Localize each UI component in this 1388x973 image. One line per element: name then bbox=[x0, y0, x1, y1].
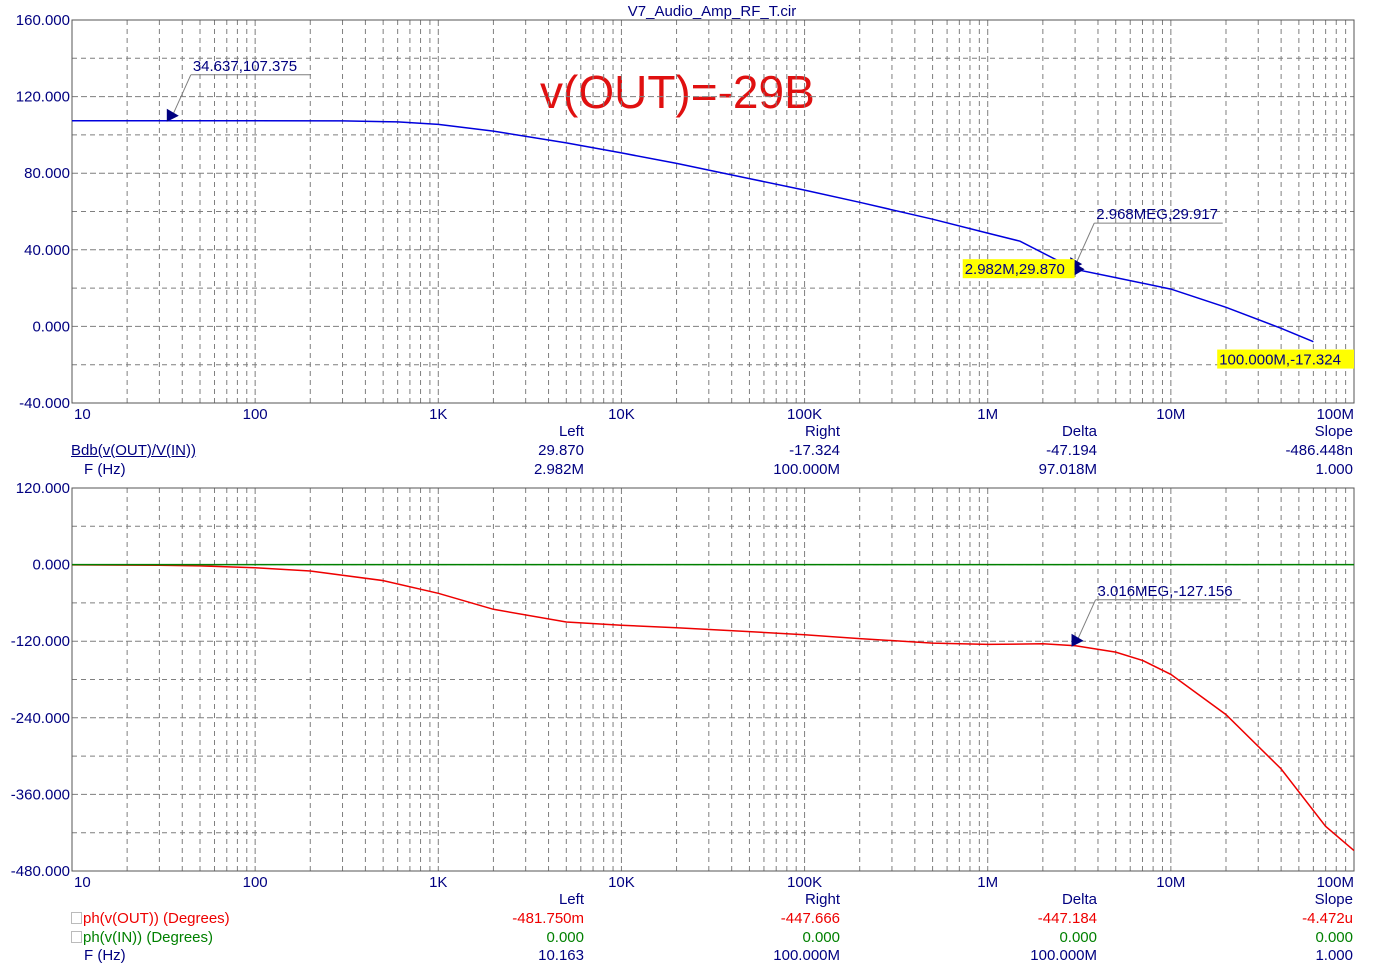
readout-bottom: Left Right Delta Slope ph(v(OUT)) (Degre… bbox=[0, 891, 1388, 969]
phase-x-tick-label: 10M bbox=[1156, 874, 1185, 891]
readout-bottom-phase-out-slope: -4.472u bbox=[1302, 910, 1353, 927]
phase-y-tick-label: -480.000 bbox=[11, 863, 70, 880]
readout-top-delta-header: Delta bbox=[1061, 423, 1097, 440]
phase-x-tick-label: 10 bbox=[74, 874, 91, 891]
gain-x-tick-label: 100K bbox=[787, 406, 822, 423]
readout-bottom-phase-in-left: 0.000 bbox=[546, 929, 584, 946]
readout-bottom-freq-right: 100.000M bbox=[773, 947, 840, 964]
gain-annotation-label: 34.637,107.375 bbox=[193, 58, 297, 75]
readout-top-freq-left: 2.982M bbox=[533, 461, 584, 478]
readout-bottom-row-phase-out-label[interactable]: ph(v(OUT)) (Degrees) bbox=[71, 910, 230, 927]
gain-cursor-readout: 2.982M,29.870 bbox=[965, 261, 1065, 278]
gain-y-tick-label: 40.000 bbox=[24, 242, 70, 259]
gain-y-tick-label: 0.000 bbox=[32, 318, 70, 335]
readout-top-gain-left: 29.870 bbox=[538, 442, 584, 459]
readout-bottom-left-header: Left bbox=[558, 891, 584, 908]
trace-checkbox-phase-out[interactable] bbox=[71, 912, 82, 924]
readout-top-freq-slope: 1.000 bbox=[1315, 461, 1353, 478]
phase-chart: 120.000 0.000 -120.000 -240.000 -360.000 -480… bbox=[11, 480, 1355, 891]
readout-top-gain-right: -17.324 bbox=[789, 442, 840, 459]
gain-y-tick-label: 120.000 bbox=[16, 89, 70, 106]
readout-bottom-row-freq-label: F (Hz) bbox=[84, 947, 126, 964]
readout-bottom-row-phase-in-label[interactable]: ph(v(IN)) (Degrees) bbox=[71, 929, 213, 946]
gain-chart: 160.000120.00080.00040.0000.000-40.00010… bbox=[16, 12, 1355, 423]
phase-y-tick-label: 120.000 bbox=[16, 480, 70, 497]
phase-x-tick-label: 1M bbox=[977, 874, 998, 891]
readout-top-gain-delta: -47.194 bbox=[1046, 442, 1097, 459]
chart-title: V7_Audio_Amp_RF_T.cir bbox=[628, 3, 796, 20]
readout-top: Left Right Delta Slope Bdb(v(OUT)/V(IN))… bbox=[0, 423, 1388, 481]
gain-y-tick-label: 160.000 bbox=[16, 12, 70, 29]
gain-x-tick-label: 1M bbox=[977, 406, 998, 423]
gain-x-tick-label: 10K bbox=[608, 406, 635, 423]
phase-y-tick-label: 0.000 bbox=[32, 557, 70, 574]
gain-x-tick-label: 100 bbox=[243, 406, 268, 423]
gain-y-tick-label: 80.000 bbox=[24, 165, 70, 182]
readout-bottom-phase-in-right: 0.000 bbox=[802, 929, 840, 946]
readout-bottom-phase-out-delta: -447.184 bbox=[1037, 910, 1097, 927]
readout-bottom-phase-out-left: -481.750m bbox=[512, 910, 584, 927]
readout-bottom-phase-out-right: -447.666 bbox=[780, 910, 840, 927]
readout-top-left-header: Left bbox=[558, 423, 584, 440]
gain-frame bbox=[71, 19, 1355, 404]
phase-y-tick-label: -240.000 bbox=[11, 710, 70, 727]
gain-x-tick-label: 100M bbox=[1316, 406, 1354, 423]
gain-annotation-marker bbox=[166, 108, 179, 122]
phase-x-tick-label: 100K bbox=[787, 874, 822, 891]
readout-top-freq-right: 100.000M bbox=[773, 461, 840, 478]
readout-phase-in-trace-name: ph(v(IN)) (Degrees) bbox=[83, 929, 214, 946]
gain-annotation-leader bbox=[1075, 222, 1095, 264]
readout-gain-prefix: B bbox=[71, 442, 82, 459]
readout-bottom-freq-delta: 100.000M bbox=[1030, 947, 1097, 964]
gain-annotation-leader bbox=[172, 74, 192, 115]
gain-x-tick-label: 1K bbox=[429, 406, 447, 423]
readout-top-slope-header: Slope bbox=[1314, 423, 1353, 440]
readout-bottom-phase-in-slope: 0.000 bbox=[1315, 929, 1353, 946]
readout-top-row-freq-label: F (Hz) bbox=[84, 461, 126, 478]
readout-bottom-phase-in-delta: 0.000 bbox=[1059, 929, 1097, 946]
gain-cursor-readout: 100.000M,-17.324 bbox=[1219, 352, 1341, 369]
readout-top-gain-slope: -486.448n bbox=[1285, 442, 1353, 459]
readout-top-freq-delta: 97.018M bbox=[1038, 461, 1097, 478]
gain-annotation-label: 2.968MEG,29.917 bbox=[1096, 206, 1218, 223]
gain-x-tick-label: 10M bbox=[1156, 406, 1185, 423]
gain-series-0-line bbox=[72, 119, 1314, 343]
phase-x-tick-label: 100M bbox=[1316, 874, 1354, 891]
phase-annotation-label: 3.016MEG,-127.156 bbox=[1098, 583, 1233, 600]
gain-cursor-readout-bg bbox=[1217, 349, 1354, 369]
phase-x-tick-label: 1K bbox=[429, 874, 447, 891]
annotation-label: v(OUT)=-29B bbox=[540, 66, 815, 118]
phase-y-tick-label: -360.000 bbox=[11, 786, 70, 803]
gain-y-tick-label: -40.000 bbox=[19, 395, 70, 412]
readout-top-row-gain-label[interactable]: Bdb(v(OUT)/V(IN)) bbox=[71, 442, 196, 459]
readout-top-right-header: Right bbox=[804, 423, 840, 440]
trace-checkbox-phase-in[interactable] bbox=[71, 931, 82, 943]
phase-x-tick-label: 100 bbox=[243, 874, 268, 891]
readout-bottom-freq-left: 10.163 bbox=[538, 947, 584, 964]
phase-annotation-leader bbox=[1077, 599, 1096, 640]
readout-bottom-freq-slope: 1.000 bbox=[1315, 947, 1353, 964]
phase-annotation-marker bbox=[1071, 633, 1084, 647]
gain-cursor-readout-bg bbox=[962, 259, 1075, 279]
readout-bottom-slope-header: Slope bbox=[1314, 891, 1353, 908]
phase-frame bbox=[71, 487, 1355, 872]
readout-phase-out-trace-name: ph(v(OUT)) (Degrees) bbox=[83, 910, 230, 927]
gain-x-tick-label: 10 bbox=[74, 406, 91, 423]
gain-cursor-marker bbox=[1074, 263, 1085, 276]
readout-bottom-right-header: Right bbox=[804, 891, 840, 908]
phase-series-0-line bbox=[71, 564, 1355, 852]
readout-bottom-delta-header: Delta bbox=[1061, 891, 1097, 908]
readout-gain-trace-name: db(v(OUT)/V(IN)) bbox=[81, 442, 197, 459]
phase-x-tick-label: 10K bbox=[608, 874, 635, 891]
phase-y-tick-label: -120.000 bbox=[11, 633, 70, 650]
